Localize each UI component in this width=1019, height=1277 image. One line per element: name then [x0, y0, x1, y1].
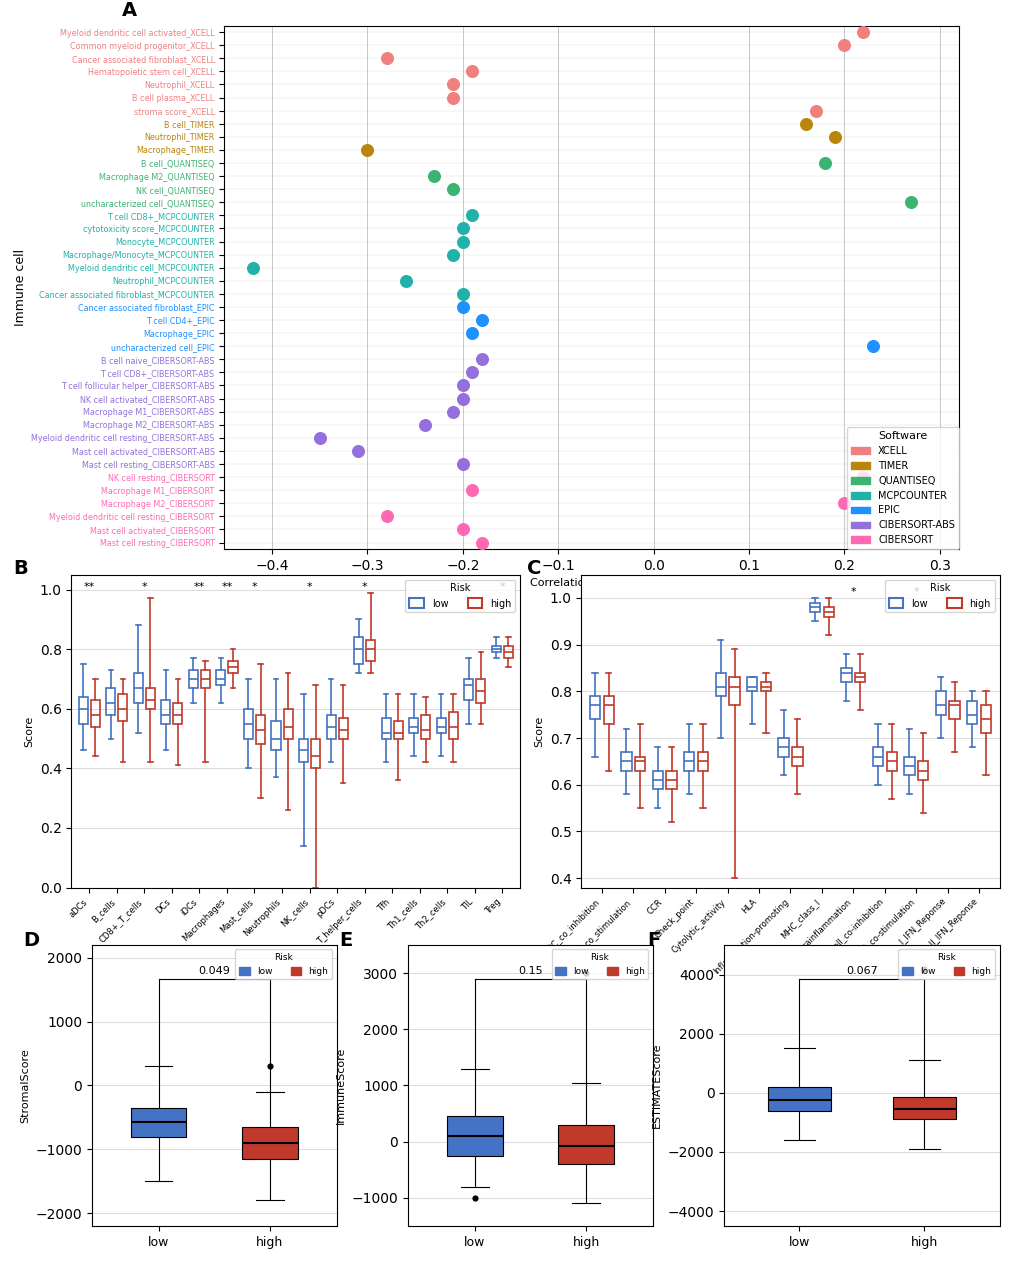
- Point: [378, 506, 394, 526]
- Point: [797, 114, 813, 134]
- Point: [454, 520, 471, 540]
- Text: 0.049: 0.049: [198, 965, 230, 976]
- Legend: low, high: low, high: [235, 950, 332, 979]
- Point: [464, 323, 480, 344]
- PathPatch shape: [893, 1097, 955, 1120]
- Point: [444, 401, 461, 421]
- Point: [854, 22, 870, 42]
- Point: [444, 244, 461, 264]
- Point: [444, 74, 461, 94]
- Point: [854, 467, 870, 488]
- Point: [915, 959, 931, 979]
- Point: [454, 231, 471, 252]
- Text: *: *: [850, 587, 855, 596]
- Text: *: *: [913, 587, 918, 596]
- Text: C: C: [527, 559, 541, 578]
- Y-axis label: Immune cell: Immune cell: [14, 249, 28, 326]
- Legend: low, high: low, high: [898, 950, 995, 979]
- Point: [454, 453, 471, 474]
- Text: *: *: [362, 582, 367, 593]
- Text: F: F: [646, 931, 659, 950]
- Text: *: *: [142, 582, 147, 593]
- Point: [350, 441, 366, 461]
- Text: **: **: [194, 582, 205, 593]
- Point: [902, 192, 918, 212]
- Point: [464, 480, 480, 501]
- Point: [444, 179, 461, 199]
- Point: [454, 375, 471, 396]
- Text: *: *: [307, 582, 312, 593]
- PathPatch shape: [130, 1107, 186, 1137]
- PathPatch shape: [446, 1116, 502, 1156]
- Legend: low, high: low, high: [551, 950, 648, 979]
- Text: 0.067: 0.067: [845, 965, 877, 976]
- Point: [312, 428, 328, 448]
- Point: [454, 283, 471, 304]
- Point: [473, 310, 489, 331]
- Point: [836, 34, 852, 55]
- Point: [397, 271, 414, 291]
- Point: [464, 61, 480, 82]
- Point: [262, 1056, 278, 1077]
- Text: E: E: [339, 931, 353, 950]
- Text: **: **: [84, 582, 95, 593]
- Text: D: D: [23, 931, 40, 950]
- Point: [464, 363, 480, 383]
- Y-axis label: Score: Score: [24, 715, 34, 747]
- Text: **: **: [221, 582, 232, 593]
- Point: [807, 101, 823, 121]
- Point: [825, 126, 842, 147]
- Point: [466, 1188, 482, 1208]
- Point: [473, 533, 489, 553]
- Text: *: *: [252, 582, 257, 593]
- Text: B: B: [13, 559, 28, 578]
- Y-axis label: Score: Score: [534, 715, 543, 747]
- X-axis label: Correlation coefficient: Correlation coefficient: [529, 578, 653, 589]
- Legend: low, high: low, high: [405, 580, 515, 613]
- Point: [359, 139, 375, 160]
- Point: [864, 336, 880, 356]
- Point: [454, 388, 471, 409]
- Point: [245, 258, 261, 278]
- Point: [836, 493, 852, 513]
- PathPatch shape: [767, 1087, 829, 1111]
- Point: [816, 153, 833, 174]
- Point: [378, 49, 394, 69]
- Legend: low, high: low, high: [883, 580, 994, 613]
- PathPatch shape: [557, 1125, 613, 1165]
- Point: [426, 166, 442, 186]
- Point: [444, 87, 461, 107]
- Legend: XCELL, TIMER, QUANTISEQ, MCPCOUNTER, EPIC, CIBERSORT-ABS, CIBERSORT: XCELL, TIMER, QUANTISEQ, MCPCOUNTER, EPI…: [846, 428, 958, 549]
- Y-axis label: ESTIMATEScore: ESTIMATEScore: [652, 1043, 661, 1128]
- Point: [416, 415, 432, 435]
- Text: A: A: [121, 1, 137, 20]
- Y-axis label: ImmuneScore: ImmuneScore: [335, 1047, 345, 1124]
- Point: [578, 963, 594, 983]
- PathPatch shape: [242, 1126, 298, 1160]
- Text: 0.15: 0.15: [518, 965, 542, 976]
- Point: [454, 296, 471, 317]
- Point: [473, 349, 489, 369]
- Point: [464, 206, 480, 226]
- Y-axis label: StromalScore: StromalScore: [19, 1048, 30, 1122]
- Point: [454, 218, 471, 239]
- Text: *: *: [499, 582, 504, 593]
